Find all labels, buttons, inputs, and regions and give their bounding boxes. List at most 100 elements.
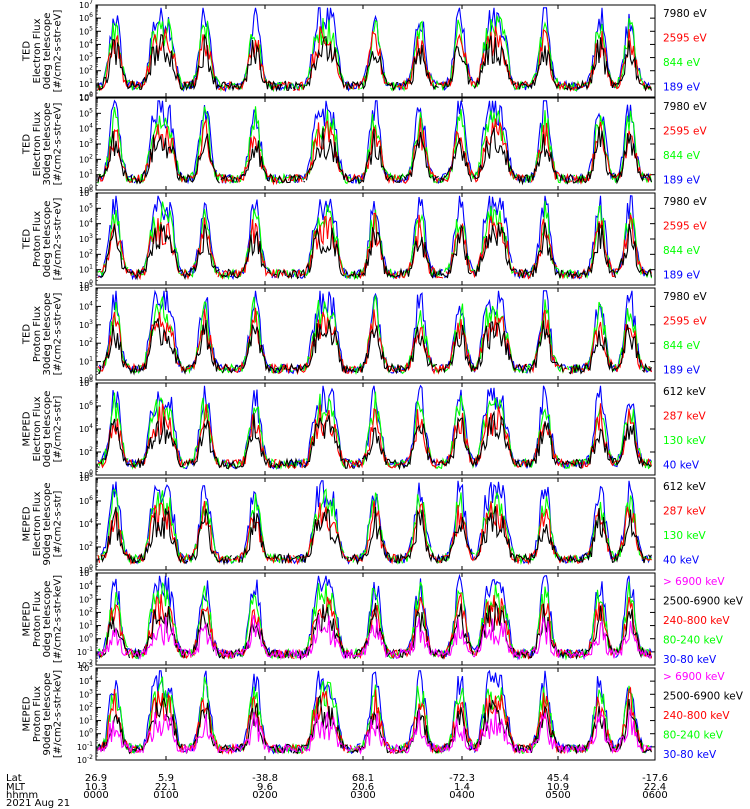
ytick-label: 102 — [79, 606, 93, 617]
hhmm-value: 0600 — [642, 790, 668, 801]
legend-entry: 240-800 keV — [663, 710, 730, 722]
ytick-label: 101 — [79, 715, 93, 726]
ytick-label: 101 — [79, 264, 93, 275]
mlt-value: 9.6 — [257, 782, 273, 793]
legend-entry: 7980 eV — [663, 8, 708, 20]
legend-entry: 80-240 keV — [663, 730, 724, 742]
series-trace — [97, 614, 653, 661]
mlt-value: 22.4 — [643, 782, 667, 793]
legend-entry: 7980 eV — [663, 291, 708, 303]
panel-7: 10-2 10-1 100 101 102 103 104 105 MEPEDProton Fl… — [21, 662, 743, 765]
footer-label-mlt: MLT — [6, 782, 25, 793]
legend-entry: 2595 eV — [663, 126, 708, 138]
panel-0: 100 101 102 103 104 105 106 107 TEDElectron Flux… — [21, 0, 707, 102]
footer-label-lat: Lat — [6, 773, 22, 784]
ytick-label: 103 — [79, 593, 93, 604]
ytick-label: 105 — [79, 25, 93, 36]
legend-entry: 2595 eV — [663, 221, 708, 233]
ytick-label: 106 — [79, 400, 93, 411]
ytick-label: 105 — [79, 282, 93, 293]
ytick-label: 102 — [79, 248, 93, 259]
mlt-value: 22.1 — [154, 782, 178, 793]
panel-3: 100 101 102 103 104 105 TEDProton Flux30deg te… — [21, 282, 707, 385]
ytick-label: 10-2 — [77, 659, 93, 670]
legend-entry: 844 eV — [663, 245, 701, 257]
legend-entry: 2500-6900 keV — [663, 596, 744, 608]
y-axis-label: MEPEDElectron Flux90deg telescope[#/cm2-… — [21, 482, 63, 565]
orbit-footer: Lat MLT hhmm 2021 Aug 21 26.9 5.9 -38.8 … — [0, 774, 750, 809]
legend-entry: 844 eV — [663, 150, 701, 162]
hhmm-value: 0500 — [545, 790, 571, 801]
ytick-label: 106 — [79, 12, 93, 23]
series-trace — [97, 126, 653, 186]
ytick-label: 101 — [79, 78, 93, 89]
legend-entry: 40 keV — [663, 555, 700, 567]
ytick-label: 100 — [79, 374, 93, 385]
ytick-label: 102 — [79, 337, 93, 348]
legend-entry: 612 keV — [663, 481, 707, 493]
legend-entry: 7980 eV — [663, 101, 708, 113]
ytick-label: 106 — [79, 92, 93, 103]
series-trace — [97, 581, 652, 661]
legend-entry: 844 eV — [663, 57, 701, 69]
ytick-label: 100 — [79, 279, 93, 290]
legend-entry: 189 eV — [663, 365, 701, 377]
ytick-label: 102 — [79, 153, 93, 164]
ytick-label: 105 — [79, 567, 93, 578]
ytick-label: 10-1 — [77, 646, 93, 657]
legend-entry: 240-800 keV — [663, 615, 730, 627]
series-trace — [97, 686, 652, 755]
series-trace — [97, 410, 652, 471]
plot-frame — [95, 572, 656, 666]
series-trace — [97, 15, 652, 93]
legend-entry: 40 keV — [663, 460, 700, 472]
plot-frame — [95, 667, 656, 761]
mlt-value: 1.4 — [454, 782, 470, 793]
legend-entry: 189 eV — [663, 270, 701, 282]
series-trace — [97, 506, 652, 566]
hhmm-value: 0100 — [153, 790, 179, 801]
series-trace — [97, 318, 653, 376]
ytick-label: 105 — [79, 107, 93, 118]
ytick-label: 104 — [79, 38, 93, 49]
ytick-label: 103 — [79, 138, 93, 149]
legend-entry: 844 eV — [663, 340, 701, 352]
ytick-label: 107 — [79, 0, 93, 10]
panel-4: 100 102 104 106 108 MEPEDElectron Flux0deg te… — [21, 377, 706, 480]
ytick-label: 106 — [79, 495, 93, 506]
ytick-label: 101 — [79, 169, 93, 180]
ytick-label: 104 — [79, 675, 93, 686]
ytick-label: 105 — [79, 662, 93, 673]
legend-entry: 189 eV — [663, 82, 701, 94]
mlt-value: 10.3 — [84, 782, 108, 793]
ytick-label: 101 — [79, 620, 93, 631]
series-trace — [97, 391, 653, 471]
ytick-label: 10-2 — [77, 754, 93, 765]
legend-entry: 30-80 keV — [663, 654, 717, 666]
ytick-label: 106 — [79, 187, 93, 198]
ytick-label: 103 — [79, 688, 93, 699]
y-axis-label: TEDProton Flux30deg telescope[#/cm2-s-st… — [21, 292, 63, 375]
ytick-label: 100 — [79, 91, 93, 102]
y-axis-label: MEPEDProton Flux90deg telescope[#/cm2-s-… — [21, 670, 63, 758]
y-axis-label: TEDProton Flux0deg telescope[#/cm2-s-str… — [21, 198, 63, 281]
ytick-label: 104 — [79, 300, 93, 311]
panel-2: 100 101 102 103 104 105 106 TEDProton Flux0deg … — [21, 187, 707, 290]
ytick-label: 104 — [79, 518, 93, 529]
legend-entry: > 6900 keV — [663, 671, 725, 683]
legend-entry: 612 keV — [663, 386, 707, 398]
ytick-label: 102 — [79, 446, 93, 457]
ytick-label: 108 — [79, 377, 93, 388]
ytick-label: 102 — [79, 541, 93, 552]
series-trace — [97, 573, 652, 661]
legend-entry: 287 keV — [663, 411, 707, 423]
ytick-label: 100 — [79, 633, 93, 644]
footer-label-hhmm: hhmm — [6, 790, 39, 801]
plot-frame — [95, 4, 656, 98]
series-trace — [97, 488, 652, 566]
legend-entry: 80-240 keV — [663, 635, 724, 647]
plot-frame — [95, 287, 656, 381]
series-trace — [97, 708, 652, 755]
lat-value: 45.4 — [546, 773, 570, 784]
